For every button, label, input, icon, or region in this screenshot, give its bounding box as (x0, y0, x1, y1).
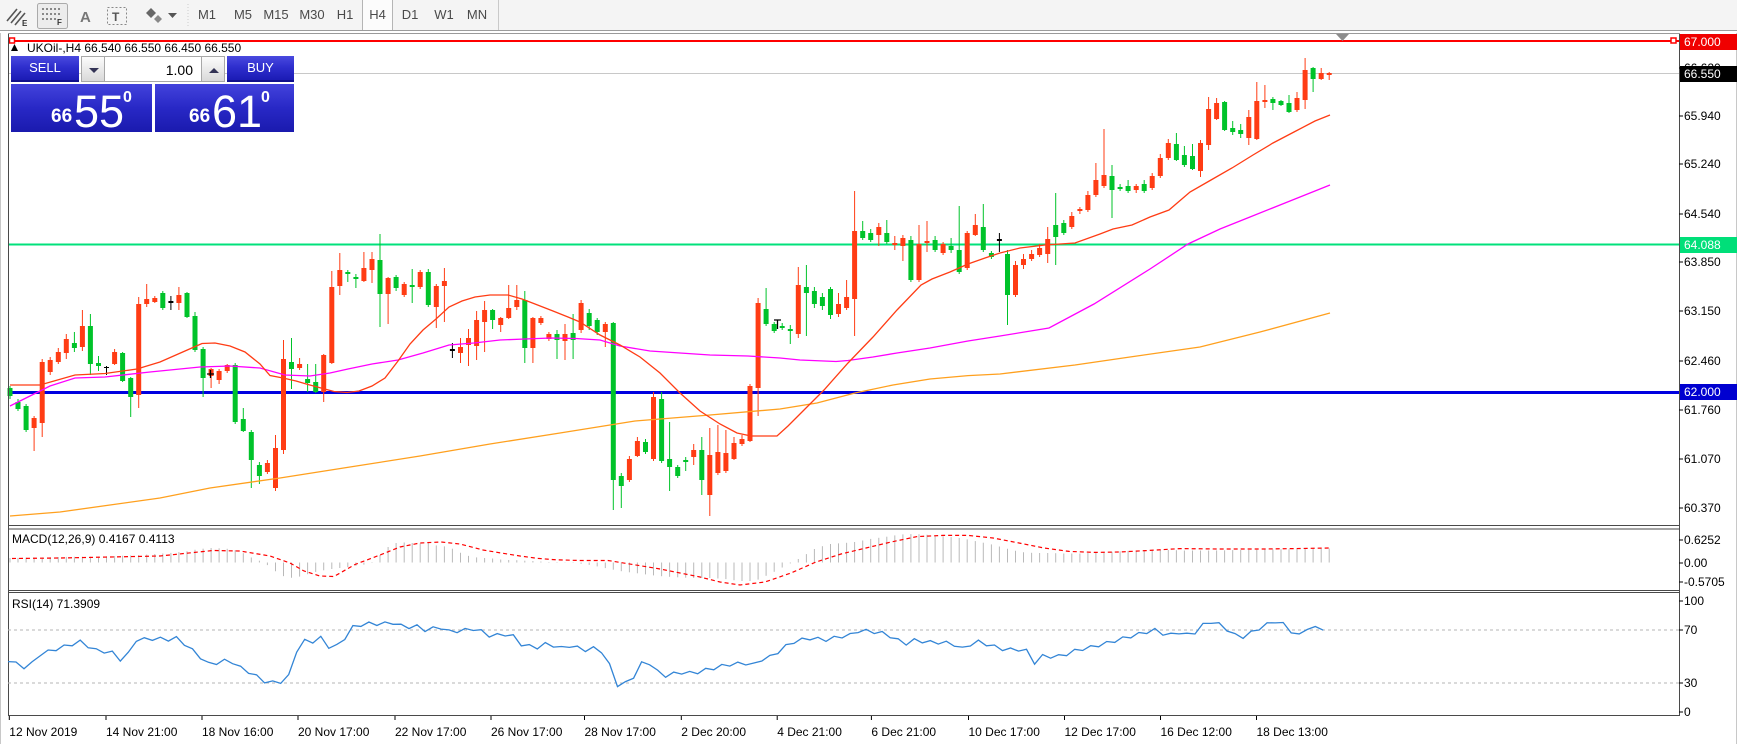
svg-text:T: T (112, 10, 120, 24)
svg-text:RSI(14) 71.3909: RSI(14) 71.3909 (12, 597, 100, 611)
svg-text:61.070: 61.070 (1684, 452, 1721, 466)
svg-text:UKOil-,H4 66.540 66.550 66.45: UKOil-,H4 66.540 66.550 66.450 66.550 (27, 41, 241, 55)
svg-text:10 Dec 17:00: 10 Dec 17:00 (969, 725, 1041, 739)
svg-text:0.00: 0.00 (1684, 556, 1708, 570)
svg-text:65.940: 65.940 (1684, 109, 1721, 123)
svg-text:61.760: 61.760 (1684, 403, 1721, 417)
svg-text:F: F (57, 18, 62, 27)
svg-text:20 Nov 17:00: 20 Nov 17:00 (298, 725, 370, 739)
svg-text:62.000: 62.000 (1684, 385, 1721, 399)
svg-text:14 Nov 21:00: 14 Nov 21:00 (106, 725, 178, 739)
svg-text:64.088: 64.088 (1684, 238, 1721, 252)
svg-text:26 Nov 17:00: 26 Nov 17:00 (491, 725, 563, 739)
svg-text:18 Dec 13:00: 18 Dec 13:00 (1257, 725, 1329, 739)
svg-text:28 Nov 17:00: 28 Nov 17:00 (585, 725, 657, 739)
svg-text:0.6252: 0.6252 (1684, 533, 1721, 547)
svg-text:12 Nov 2019: 12 Nov 2019 (9, 725, 77, 739)
svg-text:66.550: 66.550 (1684, 67, 1721, 81)
svg-text:18 Nov 16:00: 18 Nov 16:00 (202, 725, 274, 739)
svg-text:63.850: 63.850 (1684, 255, 1721, 269)
svg-text:4 Dec 21:00: 4 Dec 21:00 (777, 725, 842, 739)
svg-text:E: E (22, 19, 28, 28)
svg-text:70: 70 (1684, 623, 1698, 637)
svg-text:60.370: 60.370 (1684, 501, 1721, 515)
svg-text:63.150: 63.150 (1684, 304, 1721, 318)
svg-text:0: 0 (1684, 705, 1691, 719)
svg-text:2 Dec 20:00: 2 Dec 20:00 (681, 725, 746, 739)
svg-text:67.000: 67.000 (1684, 35, 1721, 49)
svg-text:62.460: 62.460 (1684, 354, 1721, 368)
svg-text:A: A (80, 9, 91, 26)
svg-text:12 Dec 17:00: 12 Dec 17:00 (1065, 725, 1137, 739)
svg-text:-0.5705: -0.5705 (1684, 575, 1725, 589)
svg-text:22 Nov 17:00: 22 Nov 17:00 (395, 725, 467, 739)
svg-text:MACD(12,26,9) 0.4167 0.4113: MACD(12,26,9) 0.4167 0.4113 (12, 532, 175, 546)
svg-text:100: 100 (1684, 594, 1704, 608)
svg-text:64.540: 64.540 (1684, 207, 1721, 221)
svg-text:16 Dec 12:00: 16 Dec 12:00 (1161, 725, 1233, 739)
svg-text:30: 30 (1684, 676, 1698, 690)
svg-text:65.240: 65.240 (1684, 157, 1721, 171)
svg-text:6 Dec 21:00: 6 Dec 21:00 (871, 725, 936, 739)
